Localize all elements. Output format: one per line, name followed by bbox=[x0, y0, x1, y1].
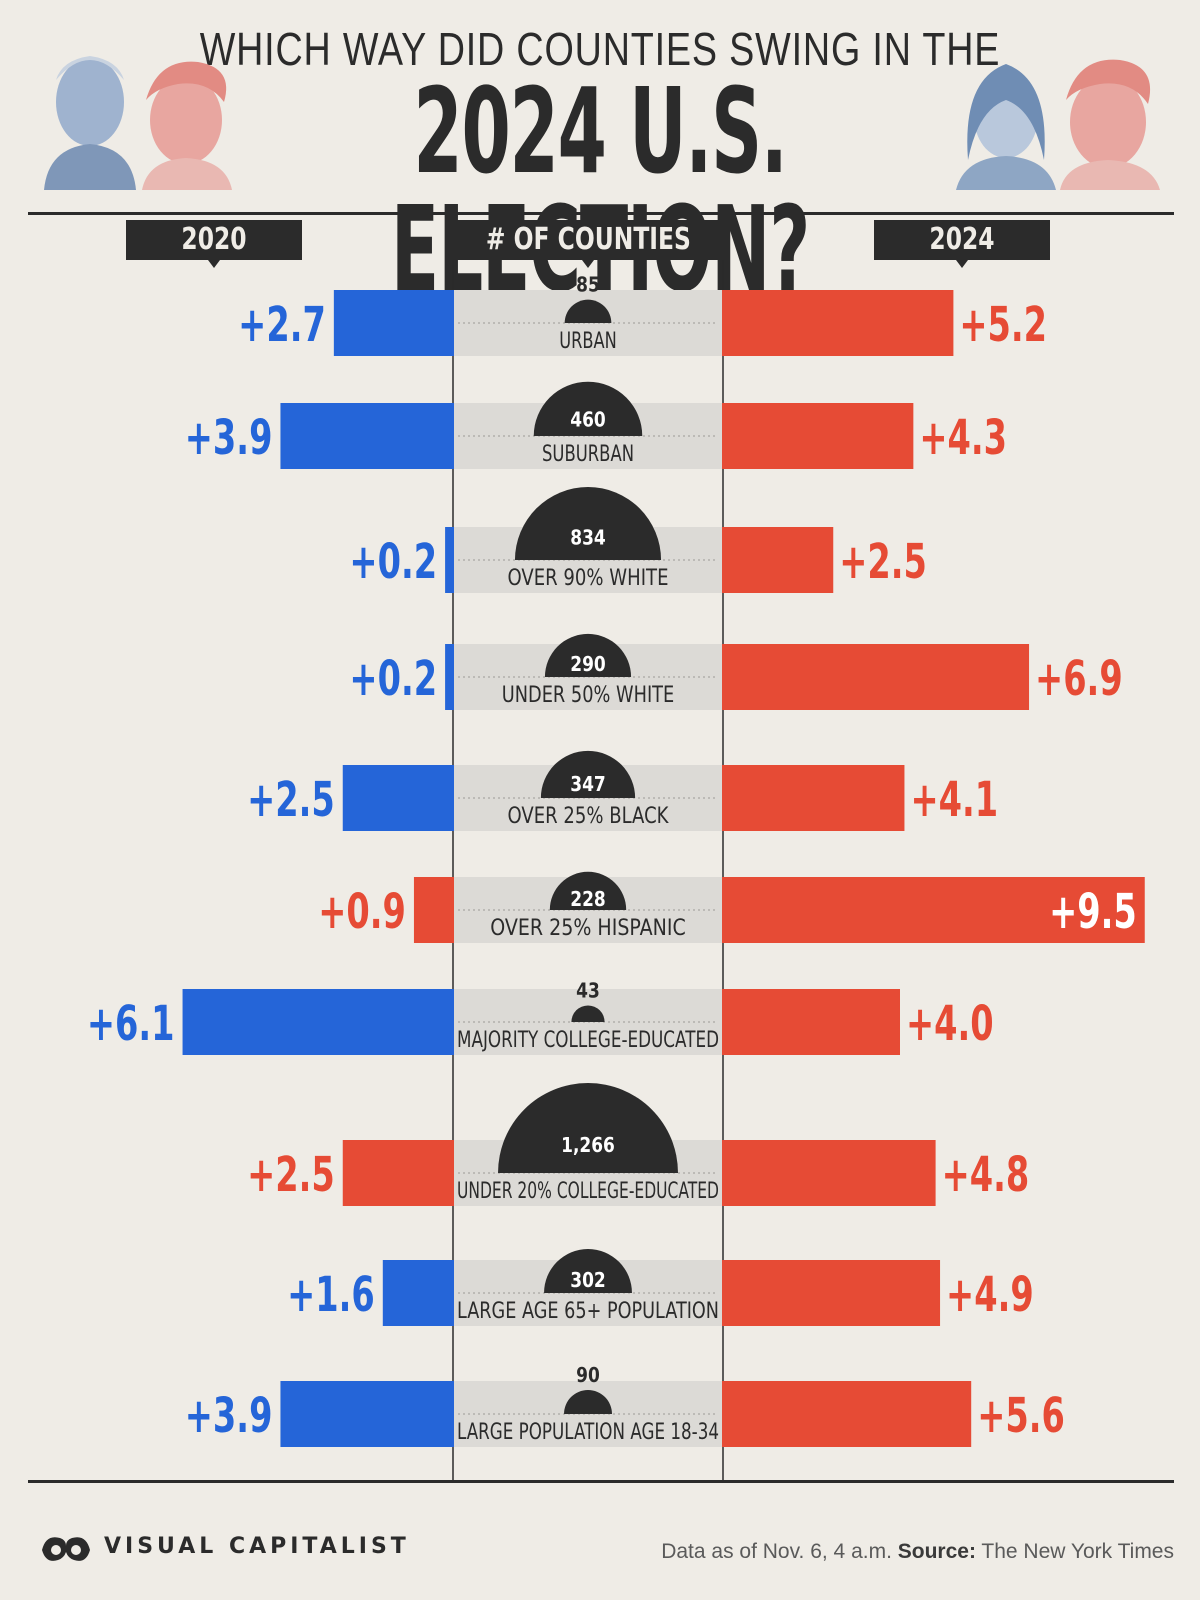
county-count-label: 302 bbox=[570, 1270, 605, 1293]
data-timestamp: Data as of Nov. 6, 4 a.m. bbox=[661, 1540, 898, 1563]
county-count-semicircle bbox=[564, 1390, 612, 1414]
category-label: MAJORITY COLLEGE-EDUCATED bbox=[457, 1028, 719, 1053]
bar-2020-shift bbox=[280, 403, 454, 469]
county-count-semicircle bbox=[533, 381, 643, 436]
header-2020-shift: 2020 SHIFT bbox=[126, 220, 302, 297]
category-label: OVER 25% BLACK bbox=[508, 804, 669, 829]
county-count-semicircle bbox=[544, 633, 632, 677]
category-label: UNDER 50% WHITE bbox=[502, 683, 675, 708]
bar-2024-shift bbox=[722, 527, 834, 593]
county-count-semicircle bbox=[514, 487, 662, 560]
county-count-semicircle bbox=[544, 1249, 632, 1293]
value-label-2020: +0.2 bbox=[349, 651, 437, 707]
bar-2020-shift bbox=[280, 1381, 454, 1447]
county-count-semicircle bbox=[571, 1005, 605, 1022]
title-line-1: WHICH WAY DID COUNTIES SWING IN THE bbox=[199, 23, 1001, 75]
bar-2020-shift bbox=[342, 1140, 454, 1206]
bar-2024-shift bbox=[722, 765, 905, 831]
bar-2020-shift bbox=[182, 989, 455, 1055]
visual-capitalist-logo-icon bbox=[42, 1537, 90, 1561]
value-label-2020: +2.5 bbox=[247, 772, 335, 828]
value-label-2020: +3.9 bbox=[185, 410, 273, 466]
bar-2020-shift bbox=[413, 877, 454, 943]
category-label: SUBURBAN bbox=[542, 442, 634, 467]
value-label-2020: +3.9 bbox=[185, 1388, 273, 1444]
county-count-semicircle bbox=[564, 299, 612, 323]
candidate-portraits-left bbox=[44, 56, 232, 190]
county-count-semicircle bbox=[498, 1083, 678, 1173]
value-label-2020: +6.1 bbox=[87, 996, 175, 1052]
value-label-2020: +2.7 bbox=[238, 297, 326, 353]
bar-2024-shift bbox=[722, 989, 900, 1055]
county-count-semicircle bbox=[540, 750, 636, 798]
county-count-label: 1,266 bbox=[561, 1135, 615, 1158]
bar-2020-shift bbox=[445, 644, 454, 710]
bar-2024-shift bbox=[722, 644, 1030, 710]
bar-2020-shift bbox=[333, 290, 454, 356]
top-rule bbox=[28, 212, 1174, 215]
bar-2024-shift bbox=[722, 403, 914, 469]
portrait-red-icon bbox=[1060, 59, 1160, 190]
value-label-2024: +4.0 bbox=[906, 996, 994, 1052]
value-label-2020: +0.9 bbox=[318, 884, 406, 940]
bar-2024-shift bbox=[722, 1381, 972, 1447]
value-label-2024: +9.5 bbox=[1049, 884, 1137, 940]
brand-name: VISUAL CAPITALIST bbox=[104, 1534, 410, 1559]
portrait-blue-icon bbox=[956, 64, 1056, 190]
header-2024-shift: 2024 SHIFT bbox=[874, 220, 1050, 297]
value-label-2024: +5.6 bbox=[977, 1388, 1065, 1444]
category-label: LARGE POPULATION AGE 18-34 bbox=[457, 1420, 719, 1445]
bar-2024-shift bbox=[722, 877, 1145, 943]
value-label-2024: +2.5 bbox=[839, 534, 927, 590]
county-count-label: 43 bbox=[576, 980, 600, 1003]
value-label-2020: +0.2 bbox=[349, 534, 437, 590]
county-count-label: 90 bbox=[576, 1365, 600, 1388]
value-label-2024: +5.2 bbox=[959, 297, 1047, 353]
county-count-label: 834 bbox=[570, 527, 606, 550]
value-label-2024: +4.3 bbox=[919, 410, 1007, 466]
county-count-label: 347 bbox=[570, 774, 605, 797]
candidate-portraits-right bbox=[956, 59, 1160, 190]
value-label-2024: +6.9 bbox=[1035, 651, 1123, 707]
value-label-2020: +1.6 bbox=[287, 1267, 375, 1323]
category-label: UNDER 20% COLLEGE-EDUCATED bbox=[457, 1179, 719, 1204]
county-count-label: 85 bbox=[576, 274, 600, 297]
category-label: OVER 25% HISPANIC bbox=[490, 916, 686, 941]
value-label-2024: +4.9 bbox=[946, 1267, 1034, 1323]
county-count-semicircle bbox=[549, 871, 627, 910]
value-label-2024: +4.8 bbox=[942, 1147, 1030, 1203]
portrait-blue-icon bbox=[44, 56, 136, 190]
data-source-note: Data as of Nov. 6, 4 a.m. Source: The Ne… bbox=[661, 1540, 1174, 1564]
category-label: URBAN bbox=[559, 329, 617, 354]
header-number-of-counties: # OF COUNTIES bbox=[452, 220, 724, 268]
county-count-label: 290 bbox=[570, 654, 606, 677]
bar-2020-shift bbox=[445, 527, 454, 593]
source-value: The New York Times bbox=[975, 1540, 1174, 1563]
bar-2024-shift bbox=[722, 1140, 936, 1206]
bar-2020-shift bbox=[382, 1260, 454, 1326]
source-label: Source: bbox=[897, 1540, 976, 1563]
category-label: OVER 90% WHITE bbox=[508, 566, 669, 591]
portrait-red-icon bbox=[142, 61, 232, 190]
value-label-2020: +2.5 bbox=[247, 1147, 335, 1203]
bottom-rule bbox=[28, 1480, 1174, 1483]
category-label: LARGE AGE 65+ POPULATION bbox=[457, 1299, 719, 1324]
bar-2020-shift bbox=[342, 765, 454, 831]
value-label-2024: +4.1 bbox=[910, 772, 998, 828]
bar-2024-shift bbox=[722, 1260, 941, 1326]
county-count-label: 460 bbox=[570, 409, 606, 432]
county-count-label: 228 bbox=[570, 889, 605, 912]
bar-2024-shift bbox=[722, 290, 954, 356]
